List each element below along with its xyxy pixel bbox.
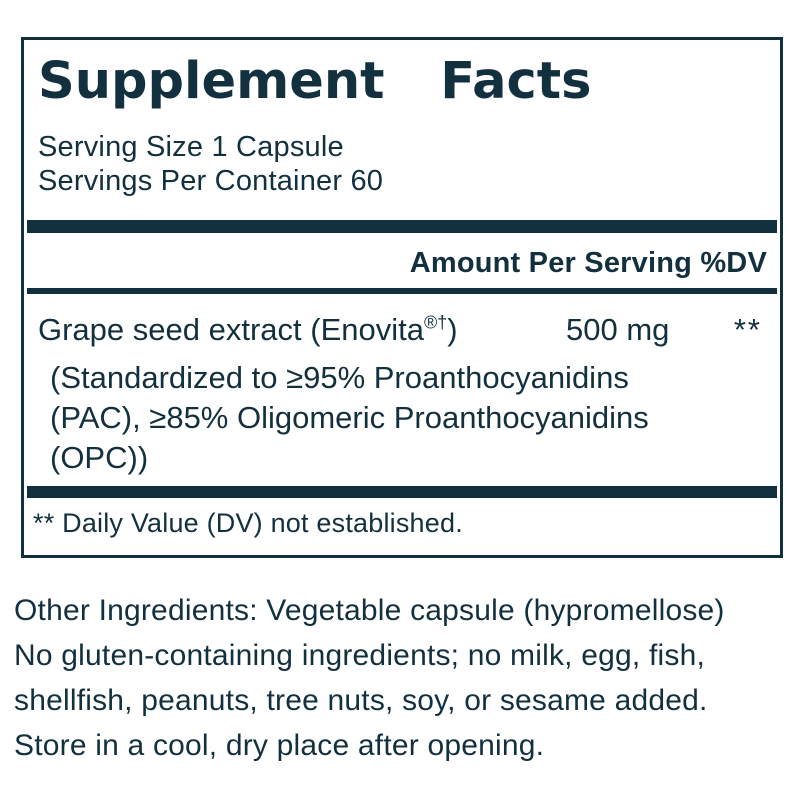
ingredient-name-close-paren: ) [447,312,458,347]
trademark-dagger-superscript: ®† [423,312,448,333]
panel-title: Supplement Facts [38,52,592,111]
serving-size: Serving Size 1 Capsule [38,131,344,163]
ingredient-dv-asterisks: ** [733,312,762,347]
ingredient-standardization-note: (Standardized to ≥95% Proanthocyanidins … [50,358,766,478]
standardization-line-1: (Standardized to ≥95% Proanthocyanidins [50,360,629,395]
serving-info: Serving Size 1 Capsule Servings Per Cont… [38,130,766,198]
ingredient-row: Grape seed extract (Enovita®†) 500 mg ** [38,312,766,348]
column-header-amount-per-serving: Amount Per Serving %DV [409,247,767,279]
ingredient-amount: 500 mg [566,312,670,347]
allergen-statement: No gluten-containing ingredients; no mil… [14,639,708,717]
divider-thick-top [27,220,777,233]
ingredient-name-text: Grape seed extract (Enovita [38,312,424,347]
storage-instructions: Store in a cool, dry place after opening… [14,729,545,762]
divider-thin [27,288,777,294]
ingredient-name: Grape seed extract (Enovita®†) [38,312,566,348]
standardization-line-3: (OPC)) [50,440,149,475]
supplement-facts-panel: Supplement Facts Serving Size 1 Capsule … [21,37,783,558]
daily-value-footnote: ** Daily Value (DV) not established. [33,508,463,538]
other-ingredients-statement: Other Ingredients: Vegetable capsule (hy… [14,594,725,627]
standardization-line-2: (PAC), ≥85% Oligomeric Proanthocyanidins [50,400,649,435]
divider-thick-bottom [27,486,777,498]
servings-per-container: Servings Per Container 60 [38,165,384,197]
other-information: Other Ingredients: Vegetable capsule (hy… [14,588,786,768]
